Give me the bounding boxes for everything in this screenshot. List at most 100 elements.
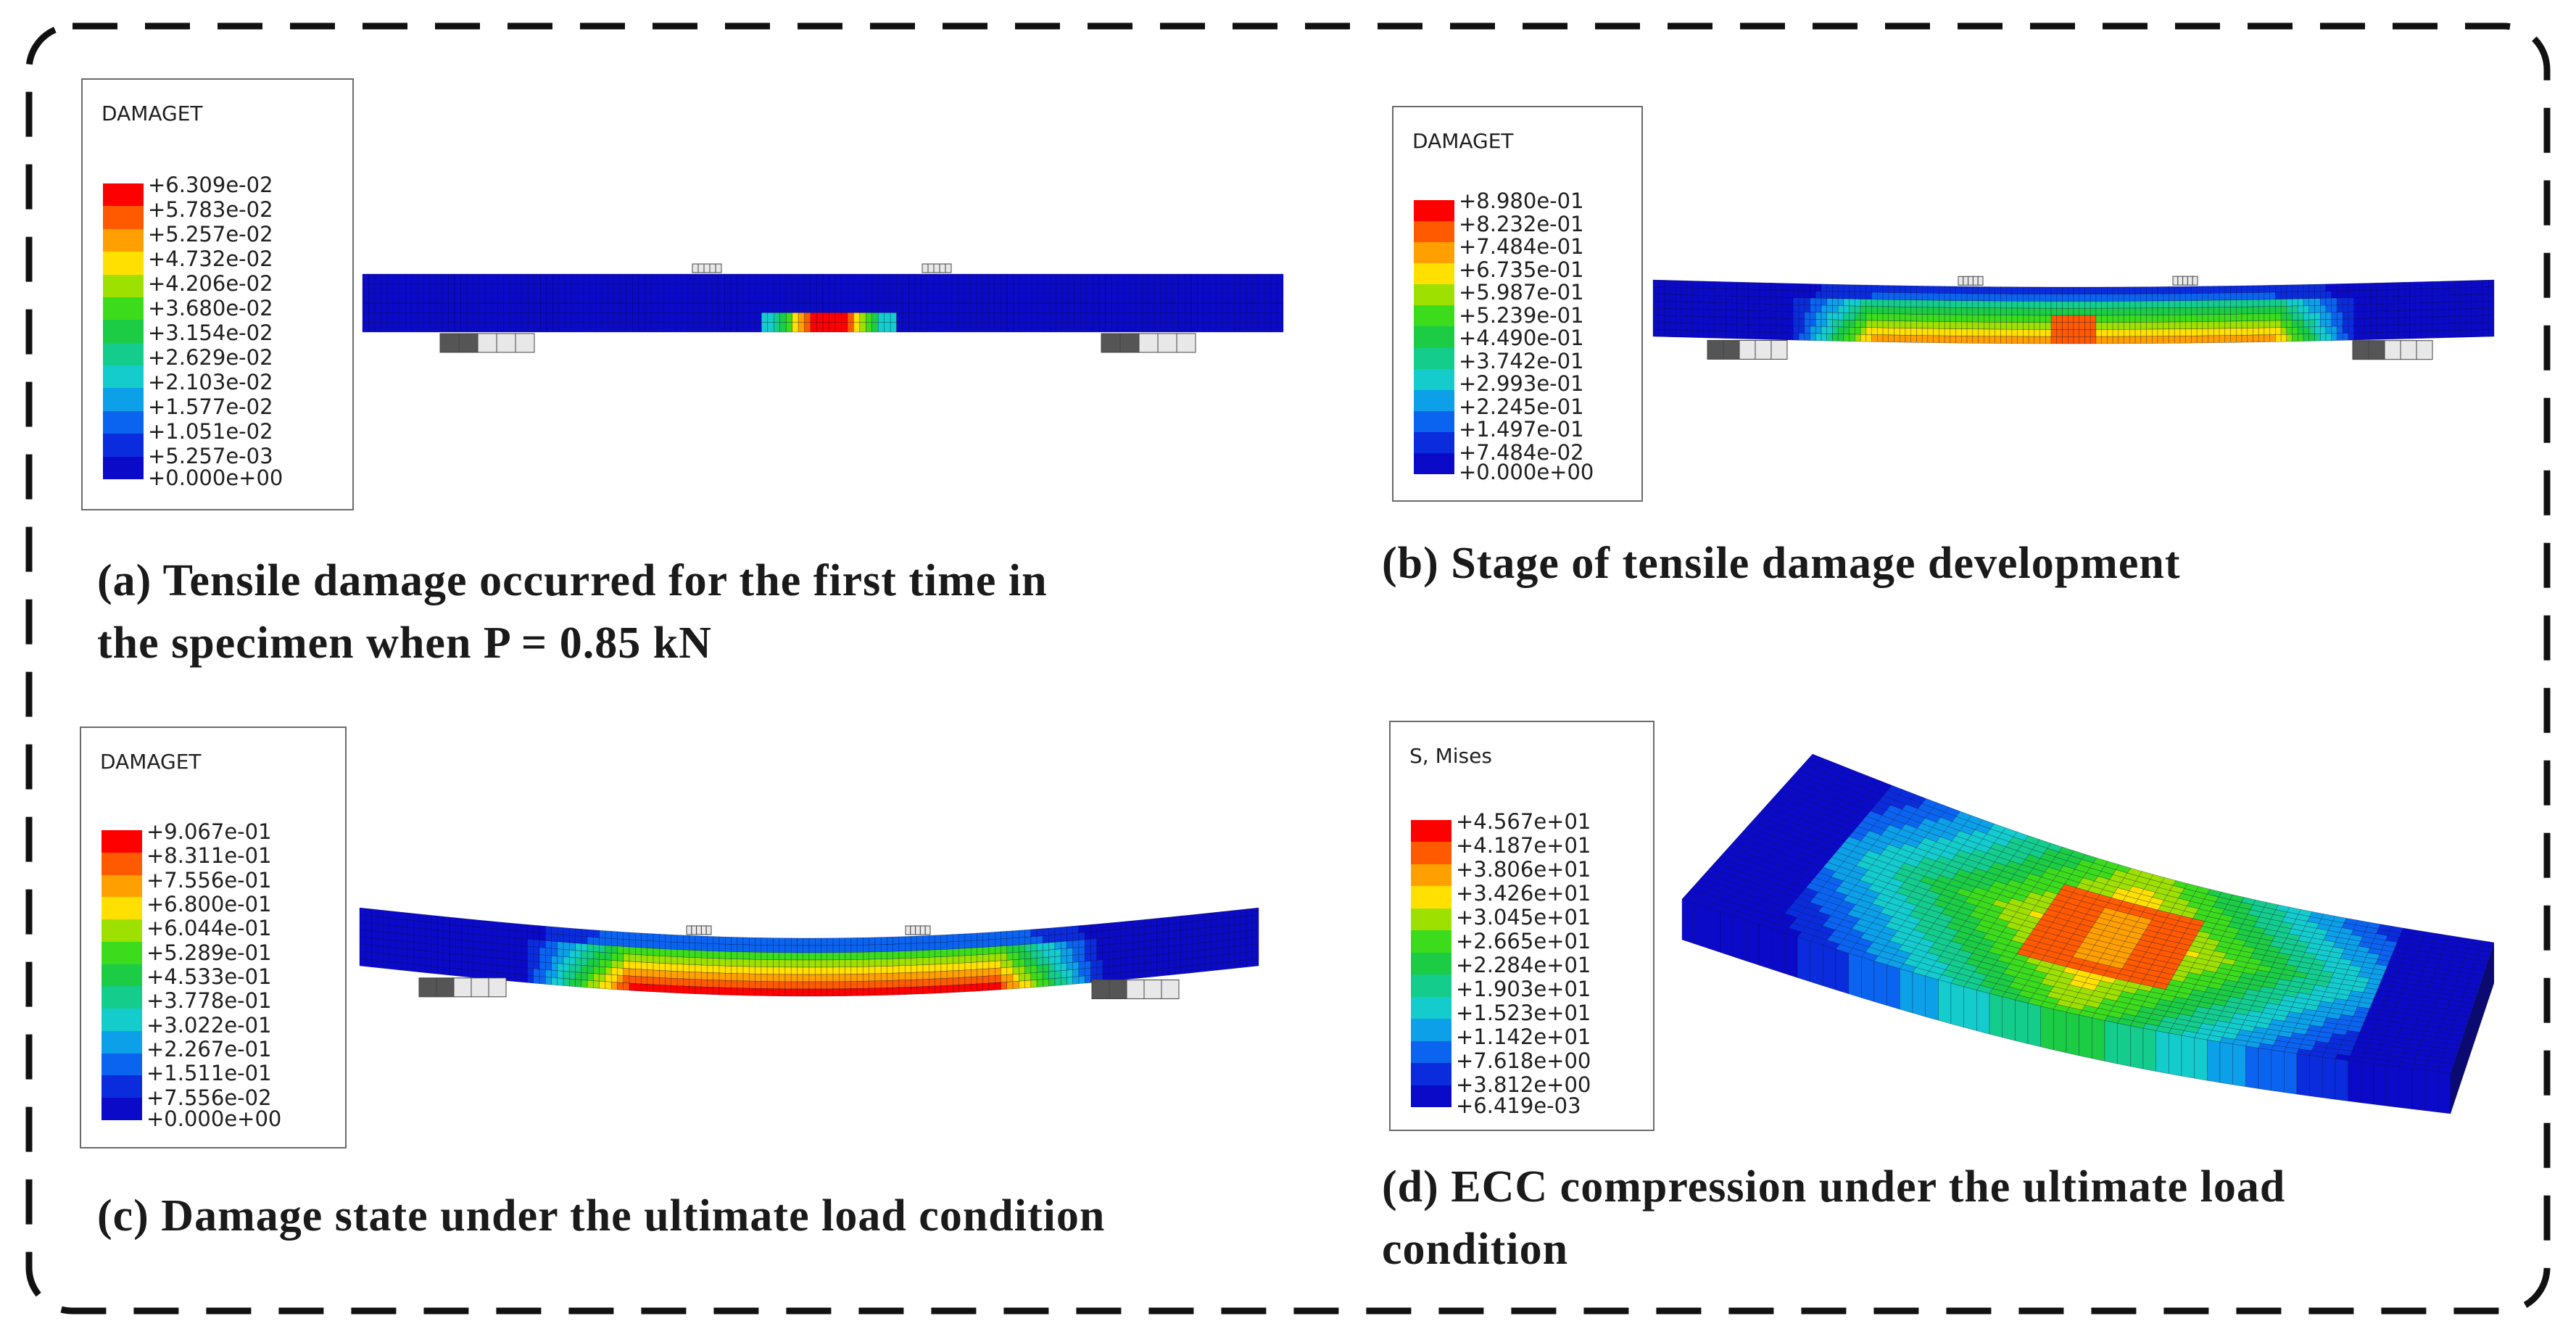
- mesh-element: [2185, 300, 2192, 308]
- mesh-element: [2017, 322, 2024, 330]
- mesh-element: [1726, 289, 1732, 297]
- mesh-element: [2129, 336, 2136, 344]
- mesh-element: [1222, 911, 1229, 919]
- mesh-element: [2275, 284, 2282, 293]
- mesh-element: [880, 980, 887, 988]
- mesh-element: [2264, 306, 2270, 314]
- mesh-element: [1703, 288, 1710, 296]
- mesh-element: [2034, 307, 2040, 316]
- mesh-element: [1178, 283, 1185, 294]
- mesh-element: [1742, 331, 1749, 339]
- mesh-element: [1105, 293, 1112, 304]
- mesh-element: [599, 930, 606, 939]
- mesh-element: [1771, 311, 1777, 319]
- mesh-element: [635, 947, 642, 956]
- mesh-element: [982, 273, 989, 284]
- mesh-element: [1759, 310, 1765, 319]
- mesh-element: [429, 283, 436, 294]
- mesh-element: [1222, 293, 1229, 304]
- mesh-element: [1068, 302, 1075, 313]
- mesh-element: [460, 302, 468, 313]
- mesh-element: [2034, 315, 2040, 323]
- mesh-element: [2454, 308, 2461, 317]
- mesh-element: [1252, 907, 1259, 916]
- mesh-element: [1168, 916, 1175, 925]
- mesh-element: [1927, 307, 1934, 315]
- mesh-element: [2202, 307, 2208, 315]
- mesh-element: [417, 283, 424, 294]
- mesh-element: [491, 935, 498, 944]
- mesh-element: [887, 987, 893, 995]
- mesh-element: [1709, 281, 1715, 289]
- mesh-element: [527, 924, 534, 933]
- mesh-element: [792, 283, 799, 294]
- mesh-element: [1098, 322, 1106, 333]
- mesh-element: [509, 283, 516, 294]
- mesh-element: [1150, 918, 1157, 927]
- mesh-element: [593, 930, 600, 938]
- mesh-element: [1123, 273, 1130, 284]
- mesh-element: [1748, 310, 1755, 318]
- mesh-element: [964, 977, 972, 985]
- mesh-element: [371, 959, 378, 968]
- mesh-element: [2236, 285, 2242, 294]
- mesh-element: [1024, 972, 1032, 981]
- mesh-element: [610, 953, 618, 961]
- mesh-element: [565, 273, 572, 284]
- mesh-element: [491, 322, 498, 333]
- mesh-element: [713, 980, 720, 988]
- mesh-element: [575, 928, 582, 937]
- mesh-element: [1019, 312, 1026, 323]
- mesh-element: [1114, 929, 1122, 937]
- mesh-element: [1197, 283, 1204, 294]
- mesh-element: [2140, 307, 2147, 315]
- mesh-element: [1006, 974, 1014, 982]
- mesh-element: [485, 949, 492, 958]
- mesh-element: [593, 966, 600, 974]
- mesh-element: [395, 925, 402, 935]
- mesh-element: [2039, 294, 2046, 302]
- mesh-element: [792, 293, 799, 304]
- mesh-element: [521, 953, 528, 961]
- mesh-element: [675, 302, 682, 313]
- mesh-element: [2253, 292, 2259, 300]
- mesh-element: [1888, 327, 1894, 336]
- mesh-element: [2174, 328, 2181, 336]
- mesh-element: [569, 956, 576, 966]
- mesh-element: [509, 959, 516, 968]
- mesh-element: [705, 283, 713, 294]
- mesh-element: [1258, 273, 1265, 284]
- mesh-element: [1126, 971, 1133, 980]
- mesh-element: [933, 273, 940, 284]
- mesh-element: [2101, 286, 2108, 294]
- support-cell: [1771, 339, 1788, 360]
- mesh-element: [1096, 952, 1103, 961]
- mesh-element: [1085, 967, 1091, 977]
- mesh-element: [1246, 922, 1253, 932]
- mesh-element: [1072, 932, 1080, 941]
- mesh-element: [443, 930, 450, 940]
- mesh-element: [401, 940, 408, 950]
- mesh-element: [419, 943, 426, 951]
- mesh-element: [558, 273, 566, 284]
- mesh-element: [1765, 304, 1771, 312]
- mesh-element: [657, 293, 664, 304]
- mesh-element: [2264, 313, 2270, 321]
- mesh-element: [2224, 307, 2231, 315]
- mesh-element: [1096, 930, 1103, 939]
- mesh-element: [442, 273, 449, 284]
- mesh-element: [935, 964, 942, 972]
- mesh-element: [853, 312, 861, 323]
- mesh-element: [449, 938, 456, 948]
- legend-swatch: [1411, 996, 1451, 1019]
- mesh-element: [1675, 323, 1681, 331]
- mesh-element: [2325, 319, 2332, 327]
- mesh-element: [958, 940, 966, 949]
- mesh-element: [935, 942, 942, 951]
- mesh-element: [2191, 335, 2198, 344]
- mesh-element: [1944, 300, 1951, 308]
- mesh-element: [880, 951, 887, 959]
- mesh-element: [1921, 286, 1929, 294]
- mesh-element: [1215, 273, 1222, 284]
- mesh-element: [663, 312, 670, 323]
